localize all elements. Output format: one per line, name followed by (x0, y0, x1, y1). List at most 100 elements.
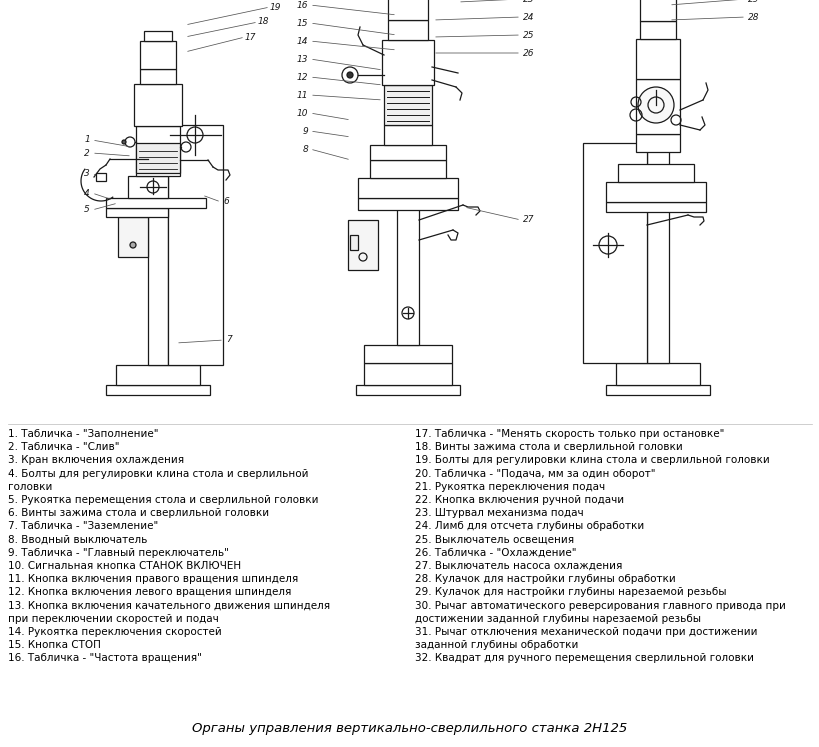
Text: 17: 17 (245, 33, 256, 42)
Text: 11. Кнопка включения правого вращения шпинделя: 11. Кнопка включения правого вращения шп… (8, 574, 298, 584)
Text: 29: 29 (747, 0, 758, 4)
Text: 29. Кулачок для настройки глубины нарезаемой резьбы: 29. Кулачок для настройки глубины нареза… (414, 587, 726, 598)
Bar (118, 217, 147, 257)
Bar (369, 145, 446, 160)
Text: 25: 25 (523, 31, 534, 40)
Text: 4. Болты для регулировки клина стола и сверлильной: 4. Болты для регулировки клина стола и с… (8, 468, 308, 479)
Bar (387, 20, 428, 40)
Text: 12. Кнопка включения левого вращения шпинделя: 12. Кнопка включения левого вращения шпи… (8, 587, 291, 598)
Text: 24: 24 (523, 13, 534, 22)
Bar (582, 143, 646, 363)
Text: 28. Кулачок для настройки глубины обработки: 28. Кулачок для настройки глубины обрабо… (414, 574, 675, 584)
Text: 26. Табличка - "Охлаждение": 26. Табличка - "Охлаждение" (414, 548, 576, 558)
Text: 5: 5 (84, 205, 90, 214)
Text: 26: 26 (523, 49, 534, 58)
Bar (646, 123, 668, 363)
Bar (605, 385, 709, 395)
Text: 14: 14 (296, 37, 308, 46)
Text: 20. Табличка - "Подача, мм за один оборот": 20. Табличка - "Подача, мм за один оборо… (414, 468, 654, 479)
Bar (618, 164, 693, 182)
Text: 25. Выключатель освещения: 25. Выключатель освещения (414, 535, 573, 545)
Bar (639, 0, 675, 21)
Bar (358, 198, 458, 210)
Text: 11: 11 (296, 90, 308, 99)
Text: 15: 15 (296, 19, 308, 28)
Bar (136, 126, 180, 176)
Bar (396, 115, 419, 345)
Bar (636, 134, 679, 152)
Text: 9: 9 (302, 126, 308, 135)
Bar (605, 182, 705, 202)
Bar (369, 160, 446, 178)
Bar (615, 363, 699, 385)
Text: 21. Рукоятка переключения подач: 21. Рукоятка переключения подач (414, 482, 604, 492)
Text: 18. Винты зажима стола и сверлильной головки: 18. Винты зажима стола и сверлильной гол… (414, 442, 682, 452)
Text: 7: 7 (226, 335, 232, 344)
Text: 23: 23 (523, 0, 534, 4)
Text: 24. Лимб для отсчета глубины обработки: 24. Лимб для отсчета глубины обработки (414, 521, 644, 531)
Text: 10: 10 (296, 108, 308, 117)
Bar (347, 220, 378, 270)
Text: 23. Штурвал механизма подач: 23. Штурвал механизма подач (414, 508, 583, 518)
Bar (106, 208, 168, 217)
Text: 3. Кран включения охлаждения: 3. Кран включения охлаждения (8, 456, 184, 465)
Bar (364, 345, 451, 363)
Text: при переключении скоростей и подач: при переключении скоростей и подач (8, 614, 219, 624)
Text: 17. Табличка - "Менять скорость только при остановке": 17. Табличка - "Менять скорость только п… (414, 429, 723, 439)
Text: 1: 1 (84, 135, 90, 144)
Text: 16. Табличка - "Частота вращения": 16. Табличка - "Частота вращения" (8, 654, 201, 663)
Text: 13: 13 (296, 55, 308, 63)
Text: 15. Кнопка СТОП: 15. Кнопка СТОП (8, 640, 101, 650)
Bar (115, 365, 200, 385)
Bar (147, 125, 168, 365)
Text: 2: 2 (84, 149, 90, 158)
Text: 8: 8 (302, 144, 308, 153)
Text: заданной глубины обработки: заданной глубины обработки (414, 640, 577, 650)
Text: 31. Рычаг отключения механической подачи при достижении: 31. Рычаг отключения механической подачи… (414, 627, 757, 637)
Bar (636, 79, 679, 134)
Text: головки: головки (8, 482, 52, 492)
Text: 28: 28 (747, 13, 758, 22)
Bar (133, 84, 182, 126)
Bar (364, 363, 451, 385)
Text: 27. Выключатель насоса охлаждения: 27. Выключатель насоса охлаждения (414, 561, 622, 571)
Text: 19. Болты для регулировки клина стола и сверлильной головки: 19. Болты для регулировки клина стола и … (414, 456, 769, 465)
Bar (140, 41, 176, 69)
Text: 30. Рычаг автоматического реверсирования главного привода при: 30. Рычаг автоматического реверсирования… (414, 601, 785, 610)
Text: 9. Табличка - "Главный переключатель": 9. Табличка - "Главный переключатель" (8, 548, 229, 558)
Text: достижении заданной глубины нарезаемой резьбы: достижении заданной глубины нарезаемой р… (414, 614, 700, 624)
Text: 18: 18 (258, 17, 269, 26)
Text: 7. Табличка - "Заземление": 7. Табличка - "Заземление" (8, 521, 158, 531)
Bar (140, 69, 176, 84)
Text: 13. Кнопка включения качательного движения шпинделя: 13. Кнопка включения качательного движен… (8, 601, 330, 610)
Bar (358, 178, 458, 198)
Text: 14. Рукоятка переключения скоростей: 14. Рукоятка переключения скоростей (8, 627, 221, 637)
Text: 16: 16 (296, 1, 308, 10)
Bar (128, 176, 168, 198)
Bar (106, 385, 210, 395)
Text: 2. Табличка - "Слив": 2. Табличка - "Слив" (8, 442, 120, 452)
Text: 32. Квадрат для ручного перемещения сверлильной головки: 32. Квадрат для ручного перемещения свер… (414, 654, 753, 663)
Bar (382, 40, 433, 85)
Bar (605, 202, 705, 212)
Bar (350, 235, 358, 250)
Bar (96, 173, 106, 181)
Text: 10. Сигнальная кнопка СТАНОК ВКЛЮЧЕН: 10. Сигнальная кнопка СТАНОК ВКЛЮЧЕН (8, 561, 241, 571)
Text: 6: 6 (223, 197, 229, 206)
Bar (168, 125, 223, 365)
Text: 12: 12 (296, 72, 308, 81)
Circle shape (346, 72, 352, 78)
Text: 19: 19 (269, 2, 281, 11)
Bar (106, 198, 206, 208)
Text: 8. Вводный выключатель: 8. Вводный выключатель (8, 535, 147, 545)
Bar (136, 143, 180, 173)
Bar (387, 0, 428, 20)
Circle shape (130, 242, 136, 248)
Circle shape (122, 140, 126, 144)
Bar (355, 385, 459, 395)
Bar (636, 39, 679, 79)
Text: 6. Винты зажима стола и сверлильной головки: 6. Винты зажима стола и сверлильной голо… (8, 508, 269, 518)
Text: 22. Кнопка включения ручной подачи: 22. Кнопка включения ручной подачи (414, 495, 623, 505)
Text: 5. Рукоятка перемещения стола и сверлильной головки: 5. Рукоятка перемещения стола и сверлиль… (8, 495, 318, 505)
Text: 3: 3 (84, 169, 90, 178)
